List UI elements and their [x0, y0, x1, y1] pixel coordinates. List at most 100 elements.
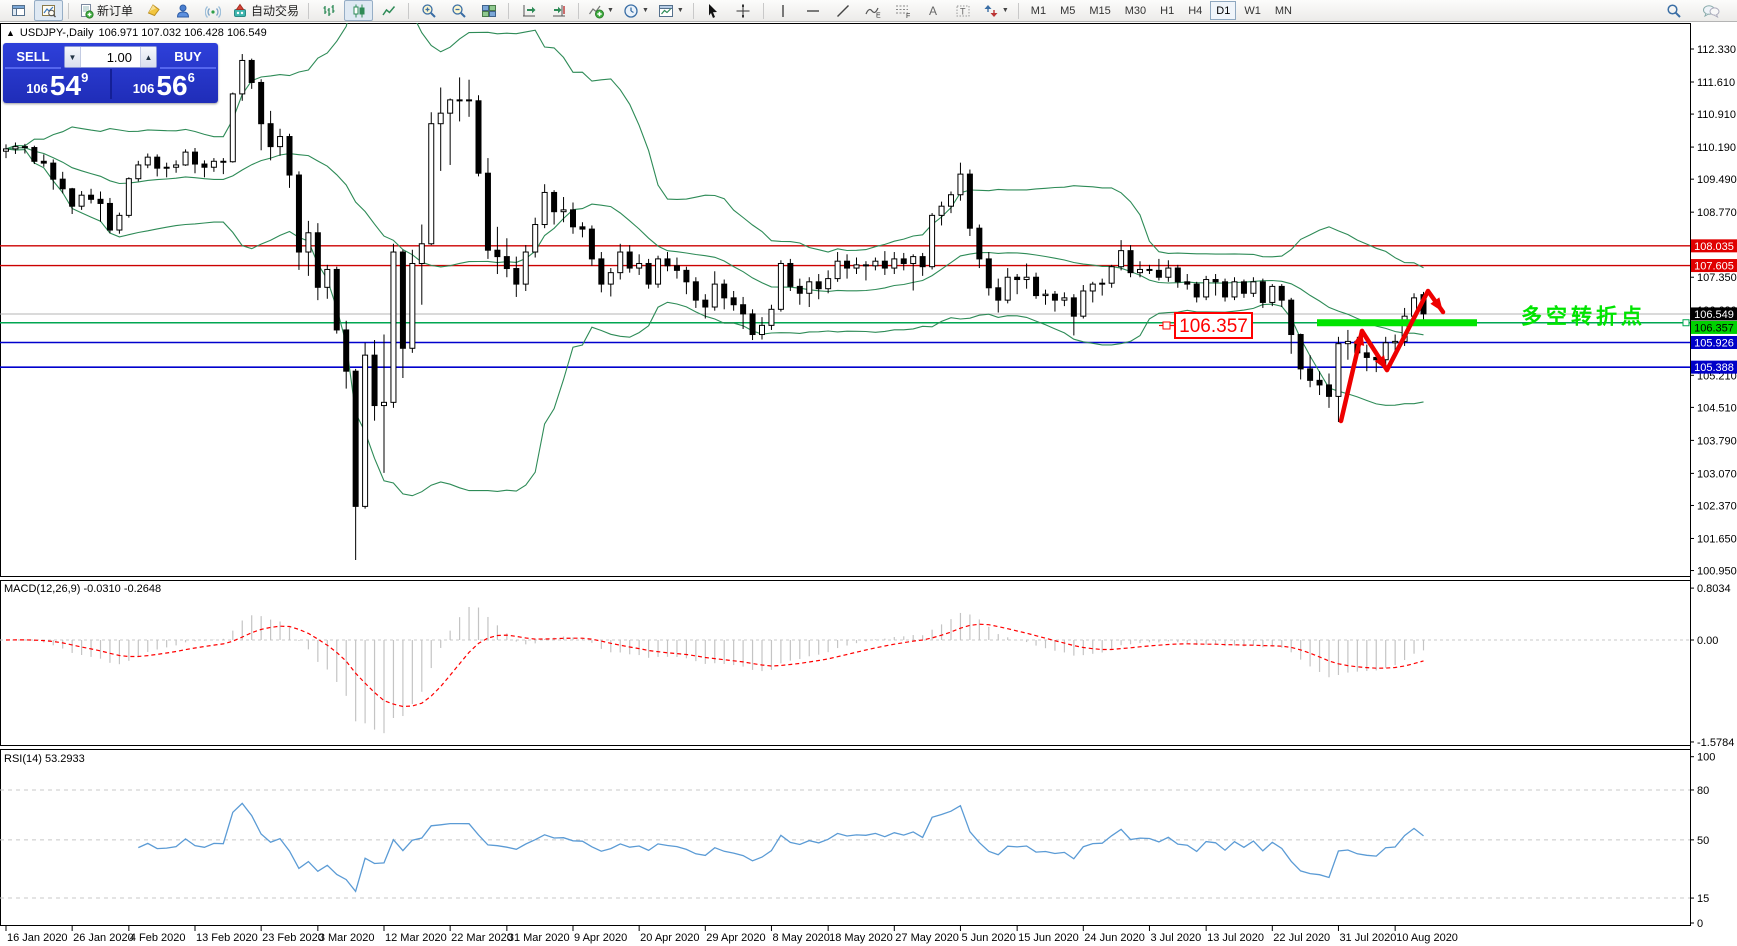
fibonacci-button[interactable]: F	[889, 0, 918, 21]
rsi-label-text: RSI(14) 53.2933	[4, 753, 85, 765]
equidistant-channel-button[interactable]: E	[859, 0, 888, 21]
buy-price[interactable]: 106 56 6	[112, 69, 217, 100]
macd-panel	[0, 606, 1690, 734]
new-order-icon	[81, 3, 94, 19]
arrows-caret: ▼	[1001, 7, 1009, 14]
svg-text:100.950: 100.950	[1697, 566, 1737, 578]
drawing-annotations[interactable]: 106.357 多空转折点	[1159, 288, 1646, 424]
buy-button[interactable]: BUY	[160, 45, 216, 69]
svg-text:100: 100	[1697, 752, 1715, 764]
timeframe-m15-button[interactable]: M15	[1089, 4, 1111, 17]
rsi-label: RSI(14) 53.2933 100 80 50 15 0	[4, 752, 1715, 930]
candlesticks	[3, 54, 1427, 561]
timeframe-m30-button[interactable]: M30	[1124, 4, 1147, 17]
hosting-button[interactable]	[138, 0, 167, 21]
new-order-button[interactable]: 新订单	[74, 0, 137, 21]
svg-text:29 Apr 2020: 29 Apr 2020	[706, 932, 765, 944]
price-level-lines[interactable]	[0, 245, 1690, 368]
tile-windows-button[interactable]	[474, 0, 503, 21]
svg-text:103.070: 103.070	[1697, 468, 1737, 480]
turning-point-annotation: 多空转折点	[1521, 305, 1646, 329]
svg-text:24 Jun 2020: 24 Jun 2020	[1084, 932, 1145, 944]
trendline-button[interactable]	[829, 0, 858, 21]
volume-increase-button[interactable]: ▲	[140, 47, 156, 67]
svg-text:107.350: 107.350	[1697, 272, 1737, 284]
auto-scroll-button[interactable]	[514, 0, 543, 21]
timeframe-mn-button[interactable]: MN	[1274, 4, 1292, 17]
svg-text:12 Mar 2020: 12 Mar 2020	[385, 932, 447, 944]
periods-button[interactable]: ▼	[619, 0, 653, 21]
toolbar-separator	[308, 2, 310, 19]
chart-shift-button[interactable]	[544, 0, 573, 21]
profiles-button[interactable]	[34, 0, 63, 21]
text-button[interactable]: A	[919, 0, 948, 21]
arrows-icon	[984, 4, 998, 17]
community-button[interactable]	[168, 0, 197, 21]
svg-text:80: 80	[1697, 785, 1709, 797]
new-chart-icon	[11, 4, 25, 16]
timeframe-h1-button[interactable]: H1	[1160, 4, 1175, 17]
price-divider	[109, 69, 112, 99]
svg-text:E: E	[876, 12, 881, 19]
search-button[interactable]	[1659, 0, 1688, 21]
horizontal-line-button[interactable]	[799, 0, 828, 21]
indicators-caret: ▼	[607, 7, 614, 14]
autotrade-button[interactable]: 自动交易	[228, 0, 303, 21]
main-toolbar: 新订单 自动交易	[0, 0, 1737, 22]
profiles-icon	[41, 4, 56, 17]
autotrade-label: 自动交易	[251, 4, 300, 18]
timeframe-m1-button[interactable]: M1	[1030, 4, 1047, 17]
zoom-in-button[interactable]	[414, 0, 443, 21]
svg-text:T: T	[960, 6, 966, 16]
sell-price-prefix: 106	[26, 81, 48, 96]
svg-text:108.035: 108.035	[1694, 241, 1734, 253]
price-axis[interactable]: 112.330 111.610 110.910 110.190 109.490 108.7…	[1690, 23, 1737, 926]
tile-windows-icon	[481, 4, 496, 17]
zoom-in-icon	[421, 3, 436, 18]
chat-icon	[1702, 4, 1719, 18]
one-click-collapse-arrow[interactable]: ▲	[6, 27, 15, 38]
volume-decrease-button[interactable]: ▼	[65, 47, 81, 67]
volume-input[interactable]: 1.00	[106, 49, 132, 65]
timeframe-d1-button[interactable]: D1	[1210, 1, 1237, 20]
text-label-button[interactable]: T	[949, 0, 978, 21]
chat-button[interactable]	[1696, 0, 1725, 21]
timeframe-m5-button[interactable]: M5	[1060, 4, 1076, 17]
timeframe-group: M1 M5 M15 M30 H1 H4 D1 W1 MN	[1024, 1, 1299, 20]
toolbar-separator	[762, 2, 764, 19]
bar-chart-button[interactable]	[314, 0, 343, 21]
signals-button[interactable]	[198, 0, 227, 21]
sell-button-label: SELL	[16, 48, 50, 64]
new-chart-button[interactable]	[4, 0, 33, 21]
horizontal-line-icon	[807, 9, 820, 12]
sell-price[interactable]: 106 54 9	[5, 69, 110, 100]
svg-text:110.190: 110.190	[1697, 142, 1736, 154]
cursor-button[interactable]	[699, 0, 728, 21]
candlestick-chart-button[interactable]	[344, 0, 374, 21]
timeframe-w1-button[interactable]: W1	[1244, 4, 1261, 17]
line-chart-button[interactable]	[374, 0, 403, 21]
candlestick-chart-icon	[353, 4, 365, 17]
timeframe-h4-button[interactable]: H4	[1188, 4, 1203, 17]
trendline-icon	[837, 4, 850, 17]
cursor-icon	[709, 3, 718, 18]
svg-text:0.00: 0.00	[1697, 635, 1718, 647]
templates-button[interactable]: ▼	[654, 0, 688, 21]
arrows-button[interactable]: ▼	[979, 0, 1013, 21]
zoom-out-button[interactable]	[444, 0, 473, 21]
line-chart-icon	[381, 5, 395, 15]
svg-text:8 May 2020: 8 May 2020	[772, 932, 829, 944]
svg-text:27 May 2020: 27 May 2020	[895, 932, 959, 944]
panel-frames	[0, 23, 1691, 926]
zoom-out-icon	[451, 3, 466, 18]
community-person-icon	[176, 4, 189, 17]
svg-text:106.549: 106.549	[1694, 309, 1734, 321]
search-icon	[1666, 3, 1681, 18]
vertical-line-button[interactable]	[769, 0, 798, 21]
sell-button[interactable]: SELL	[5, 45, 61, 69]
indicators-button[interactable]: ▼	[584, 0, 618, 21]
autotrade-icon	[234, 3, 247, 17]
crosshair-button[interactable]	[729, 0, 758, 21]
